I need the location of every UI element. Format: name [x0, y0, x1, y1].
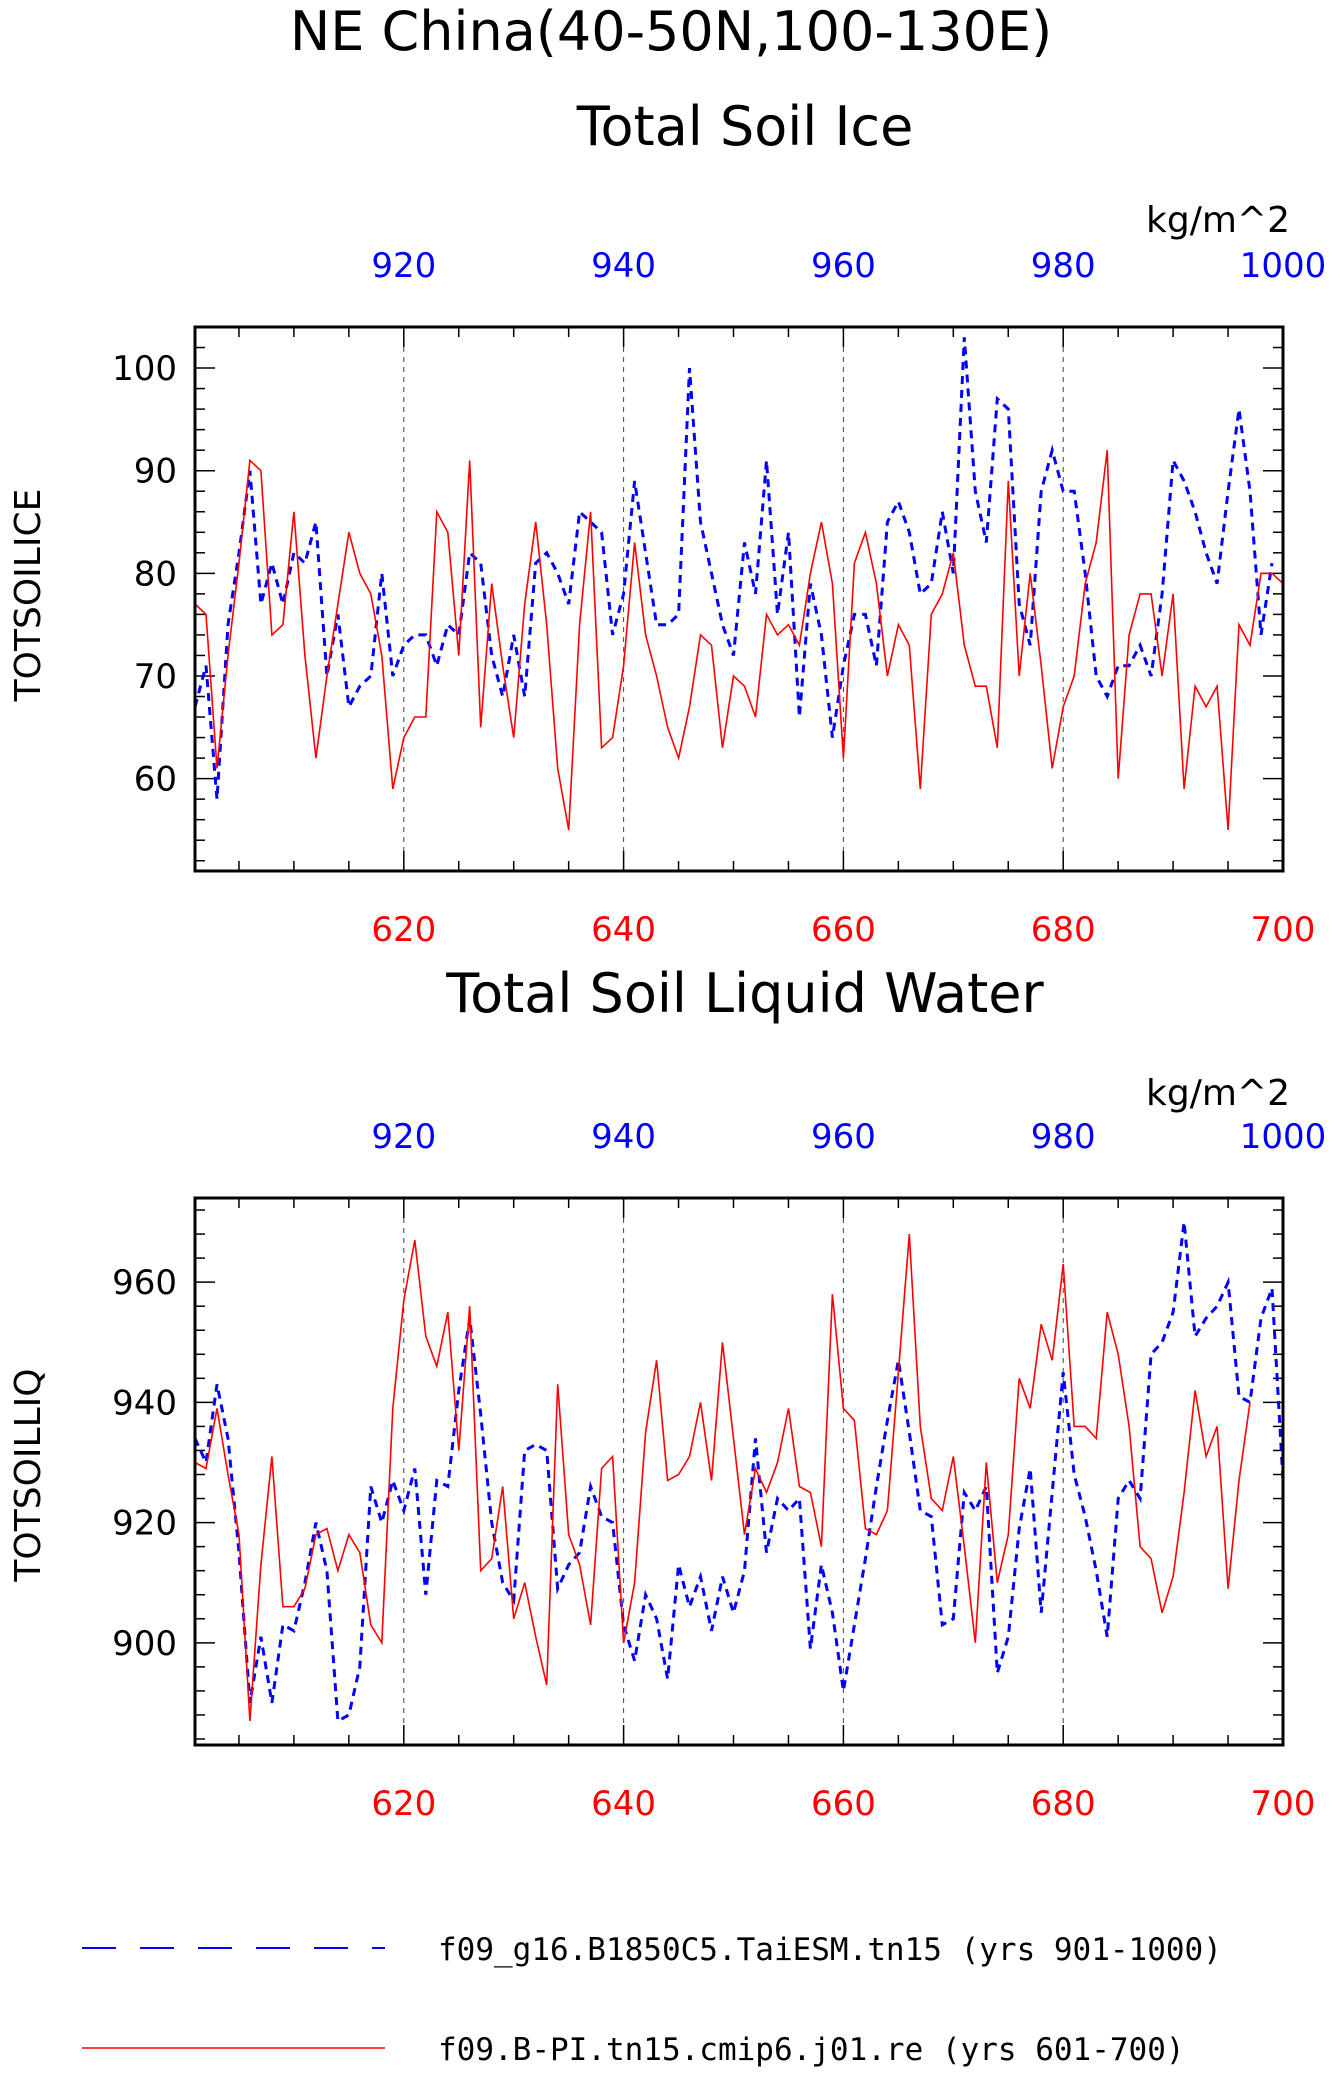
- series-line-red: [194, 450, 1284, 831]
- panel-title: Total Soil Ice: [576, 95, 914, 158]
- y-tick-label: 920: [112, 1504, 177, 1544]
- x-tick-label-bottom: 660: [811, 1784, 876, 1824]
- y-tick-label: 80: [134, 554, 177, 594]
- y-tick-label: 100: [112, 349, 177, 389]
- x-tick-label-top: 1000: [1240, 1117, 1327, 1157]
- series-line-red: [194, 1234, 1251, 1722]
- x-tick-label-top: 960: [811, 1117, 876, 1157]
- panel-soil-liquid-water: Total Soil Liquid Water kg/m^2 TOTSOILLI…: [8, 962, 1326, 1824]
- x-tick-label-bottom: 700: [1251, 1784, 1316, 1824]
- y-tick-label: 960: [112, 1263, 177, 1303]
- units-label: kg/m^2: [1146, 200, 1290, 241]
- x-tick-label-top: 940: [591, 246, 656, 286]
- x-tick-label-bottom: 640: [591, 1784, 656, 1824]
- x-tick-label-top: 1000: [1240, 246, 1327, 286]
- x-tick-label-bottom: 620: [371, 1784, 436, 1824]
- units-label: kg/m^2: [1146, 1073, 1290, 1114]
- y-tick-label: 70: [134, 657, 177, 697]
- legend: f09_g16.B1850C5.TaiESM.tn15 (yrs 901-100…: [82, 1932, 1222, 2068]
- panel-soil-ice: Total Soil Ice kg/m^2 TOTSOILICE 60 70 80 9…: [8, 95, 1326, 950]
- series-line-blue: [193, 1221, 1285, 1724]
- x-tick-label-top: 960: [811, 246, 876, 286]
- x-tick-label-bottom: 680: [1031, 910, 1096, 950]
- x-tick-label-top: 980: [1031, 1117, 1096, 1157]
- x-tick-label-top: 920: [371, 246, 436, 286]
- legend-label-blue: f09_g16.B1850C5.TaiESM.tn15 (yrs 901-100…: [438, 1932, 1222, 1968]
- plot-frame: [193, 1196, 1285, 1747]
- x-tick-label-top: 980: [1031, 246, 1096, 286]
- y-tick-label: 940: [112, 1383, 177, 1423]
- plot-frame: [193, 325, 1285, 873]
- series-line-blue: [193, 337, 1274, 800]
- x-tick-label-bottom: 660: [811, 910, 876, 950]
- figure-title: NE China(40-50N,100-130E): [290, 0, 1052, 63]
- panel-title: Total Soil Liquid Water: [445, 962, 1044, 1025]
- y-tick-label: 90: [134, 452, 177, 492]
- x-tick-label-bottom: 640: [591, 910, 656, 950]
- y-axis-label: TOTSOILLIQ: [8, 1368, 49, 1582]
- y-tick-label: 60: [134, 760, 177, 800]
- y-axis-label: TOTSOILICE: [8, 489, 49, 703]
- x-tick-label-top: 920: [371, 1117, 436, 1157]
- x-tick-label-bottom: 680: [1031, 1784, 1096, 1824]
- x-tick-label-bottom: 620: [371, 910, 436, 950]
- x-tick-label-bottom: 700: [1251, 910, 1316, 950]
- legend-label-red: f09.B-PI.tn15.cmip6.j01.re (yrs 601-700): [438, 2032, 1185, 2068]
- x-tick-label-top: 940: [591, 1117, 656, 1157]
- y-tick-label: 900: [112, 1624, 177, 1664]
